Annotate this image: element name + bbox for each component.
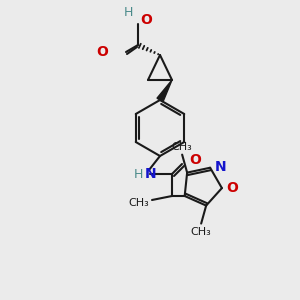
Polygon shape bbox=[157, 80, 172, 102]
Text: O: O bbox=[189, 153, 201, 167]
Text: CH₃: CH₃ bbox=[172, 142, 193, 152]
Text: O: O bbox=[140, 13, 152, 27]
Text: CH₃: CH₃ bbox=[191, 226, 212, 237]
Text: O: O bbox=[226, 181, 238, 195]
Text: CH₃: CH₃ bbox=[128, 198, 149, 208]
Text: H: H bbox=[133, 167, 143, 181]
Text: N: N bbox=[145, 167, 157, 181]
Text: N: N bbox=[215, 160, 227, 174]
Text: H: H bbox=[123, 5, 133, 19]
Text: O: O bbox=[96, 45, 108, 59]
